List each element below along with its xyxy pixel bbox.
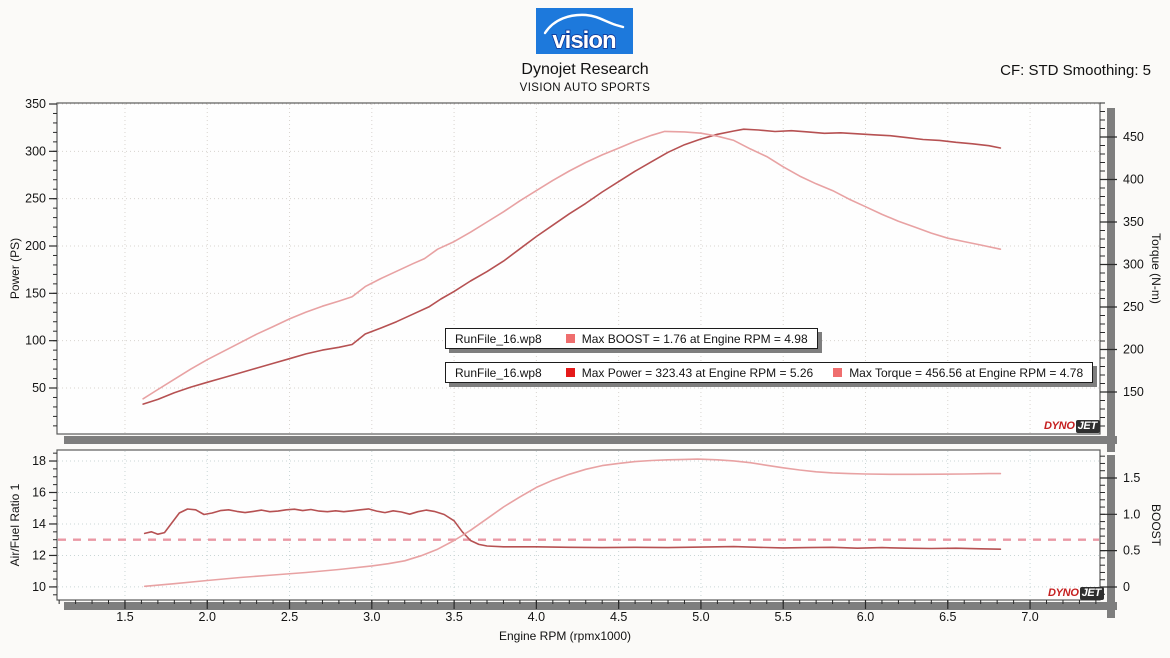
- max-power-text: Max Power = 323.43 at Engine RPM = 5.26: [581, 365, 814, 380]
- left-axis-tick-label: 150: [25, 286, 46, 300]
- dynojet-logo: DYNO JET: [1044, 420, 1100, 433]
- right-shadow-band: [1107, 455, 1115, 618]
- x-axis-tick-label: 3.0: [363, 610, 380, 624]
- right-axis-tick-label: 450: [1123, 130, 1144, 144]
- dynojet-logo: DYNO JET: [1048, 587, 1104, 600]
- left-axis-tick-label: 18: [32, 454, 46, 468]
- x-axis-tick-label: 3.5: [445, 610, 462, 624]
- x-axis-tick-label: 7.0: [1021, 610, 1038, 624]
- car-silhouette-icon: [543, 13, 625, 35]
- x-axis-title: Engine RPM (rpmx1000): [498, 629, 632, 643]
- bottom-chart: 10 12 14 16 18 0 0.5 1.0 1.5 1.5 2.0 2.5 3.0 3.5 4.0 4.…: [8, 449, 1163, 624]
- x-axis-tick-label: 4.0: [528, 610, 545, 624]
- torque-curve: [142, 130, 1002, 400]
- left-axis-title: Air/Fuel Ratio 1: [8, 483, 22, 566]
- max-torque-text: Max Torque = 456.56 at Engine RPM = 4.78: [849, 365, 1084, 380]
- plot-area: [57, 450, 1100, 600]
- left-axis-tick-label: 12: [32, 548, 46, 562]
- vision-shop-logo: vision: [536, 8, 633, 54]
- left-axis-tick-label: 10: [32, 580, 46, 594]
- boost-series-swatch: [565, 334, 575, 343]
- bottom-shadow-band: [64, 602, 1117, 610]
- vision-logo-text: vision: [552, 27, 616, 54]
- x-axis-tick-label: 4.5: [610, 610, 627, 624]
- right-axis-tick-label: 300: [1123, 258, 1144, 272]
- bottom-shadow-band: [64, 436, 1117, 444]
- boost-curve: [143, 458, 1002, 588]
- right-axis-tick-label: 250: [1123, 300, 1144, 314]
- power-curve: [142, 128, 1002, 405]
- right-axis-tick-label: 1.0: [1123, 507, 1140, 521]
- max-boost-text: Max BOOST = 1.76 at Engine RPM = 4.98: [581, 331, 808, 346]
- left-axis-tick-label: 250: [25, 192, 46, 206]
- plot-border: [56, 449, 1101, 601]
- right-shadow-band: [1107, 108, 1115, 452]
- right-axis-tick-label: 350: [1123, 215, 1144, 229]
- x-axis-tick-label: 6.5: [939, 610, 956, 624]
- left-axis-tick-label: 16: [32, 485, 46, 499]
- right-axis-title: BOOST: [1149, 504, 1163, 547]
- left-axis-tick-label: 100: [25, 334, 46, 348]
- x-axis-tick-label: 5.5: [775, 610, 792, 624]
- left-axis-tick-label: 14: [32, 517, 46, 531]
- run-file-label: RunFile_16.wp8: [455, 331, 542, 346]
- right-axis-tick-label: 200: [1123, 343, 1144, 357]
- report-subtitle: VISION AUTO SPORTS: [519, 82, 651, 94]
- right-axis-title: Torque (N-m): [1149, 233, 1163, 304]
- torque-series-swatch: [833, 368, 843, 377]
- right-axis-tick-label: 150: [1123, 385, 1144, 399]
- right-axis-tick-label: 1.5: [1123, 471, 1140, 485]
- right-axis-tick-label: 0: [1123, 580, 1130, 594]
- dynojet-logo-dyno: DYNO: [1044, 420, 1075, 432]
- x-axis-tick-label: 2.5: [281, 610, 298, 624]
- correction-smoothing-label: CF: STD Smoothing: 5: [1000, 62, 1151, 79]
- x-axis-tick-label: 2.0: [199, 610, 216, 624]
- run-file-label: RunFile_16.wp8: [455, 365, 542, 380]
- left-axis-tick-label: 200: [25, 239, 46, 253]
- top-chart: 50 100 150 200 250 300 350 150 200 250 300 350 400 45…: [8, 97, 1163, 452]
- plot-area: [57, 103, 1100, 434]
- left-axis-tick-label: 350: [25, 97, 46, 111]
- dynojet-logo-dyno: DYNO: [1048, 587, 1079, 599]
- right-axis-tick-label: 0.5: [1123, 544, 1140, 558]
- dynojet-logo-jet: JET: [1079, 587, 1104, 600]
- legend-max-power-torque[interactable]: RunFile_16.wp8 Max Power = 323.43 at Eng…: [445, 362, 1094, 383]
- power-series-swatch: [565, 368, 575, 377]
- x-axis-tick-label: 1.5: [116, 610, 133, 624]
- dynojet-logo-jet: JET: [1075, 420, 1100, 433]
- plot-border: [56, 102, 1101, 435]
- x-axis-tick-label: 6.0: [857, 610, 874, 624]
- afr-curve: [143, 508, 1002, 551]
- right-axis-tick-label: 400: [1123, 173, 1144, 187]
- x-axis-tick-label: 5.0: [692, 610, 709, 624]
- report-title: Dynojet Research: [521, 61, 649, 78]
- left-axis-tick-label: 50: [32, 381, 46, 395]
- legend-max-boost[interactable]: RunFile_16.wp8 Max BOOST = 1.76 at Engin…: [445, 328, 818, 349]
- left-axis-tick-label: 300: [25, 144, 46, 158]
- left-axis-title: Power (PS): [8, 238, 22, 299]
